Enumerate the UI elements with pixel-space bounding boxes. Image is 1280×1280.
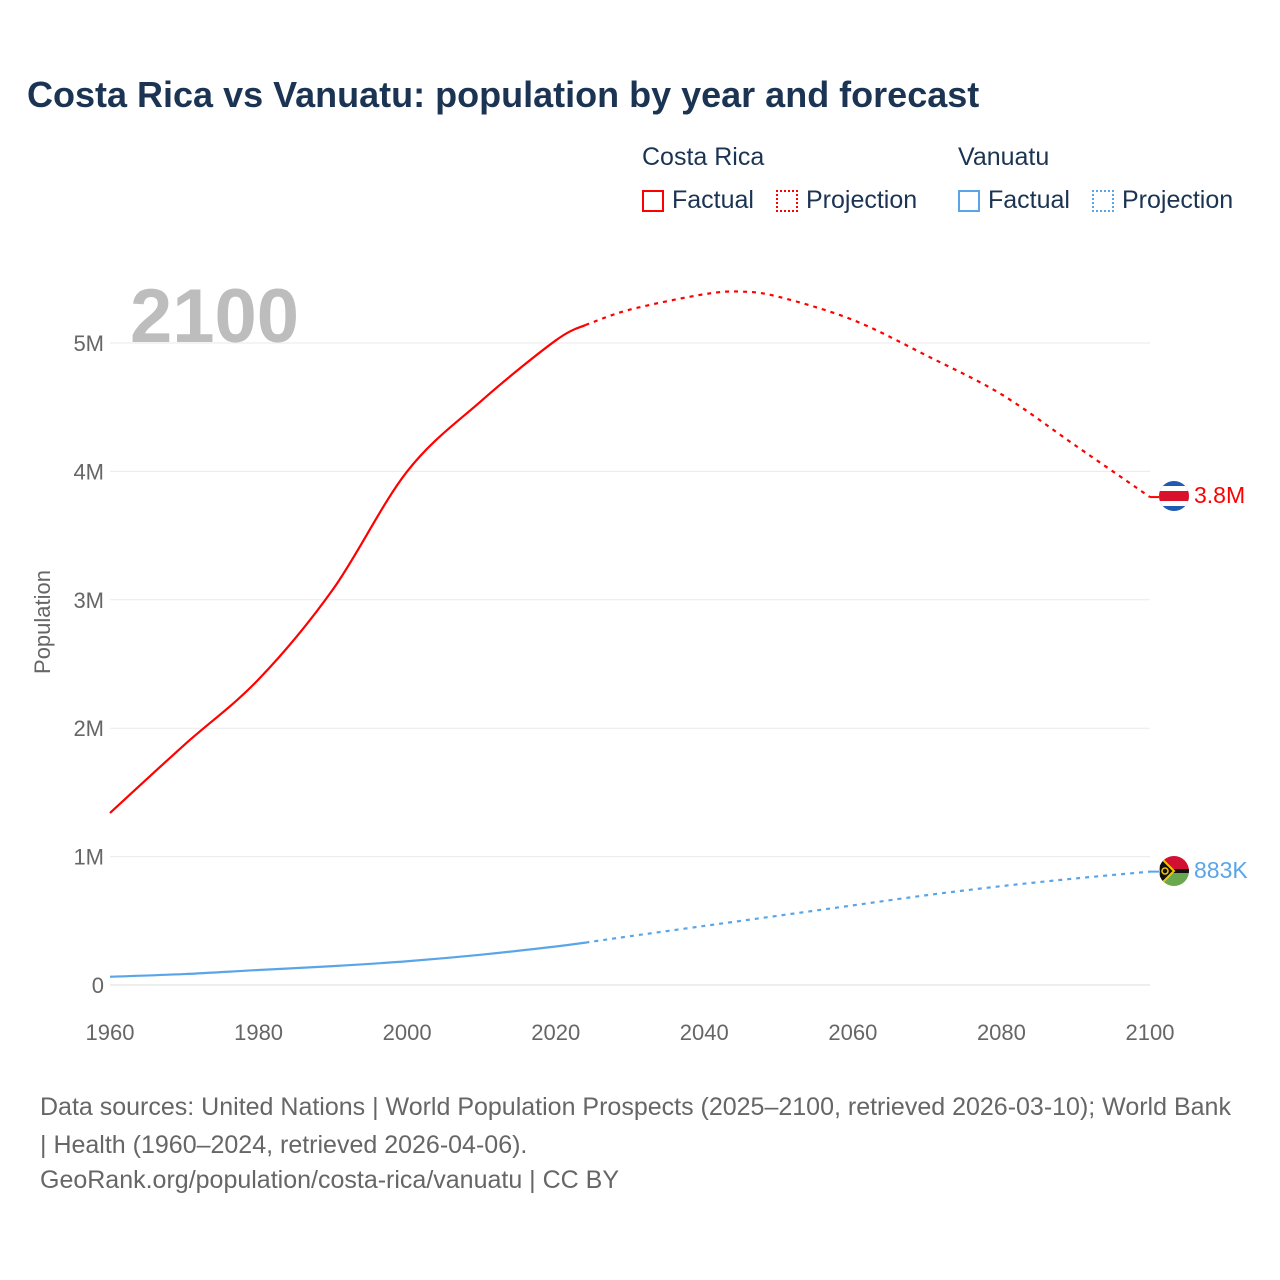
data-source-note: Data sources: United Nations | World Pop… (40, 1093, 1231, 1159)
y-tick-label: 3M (73, 588, 104, 613)
legend-label: Projection (1122, 186, 1234, 214)
x-tick-label: 1980 (234, 1020, 283, 1045)
vanuatu-end-label: 883K (1194, 857, 1248, 883)
y-axis-label: Population (30, 570, 55, 674)
costa-rica-factual-line (109, 324, 586, 814)
legend-label: Factual (672, 186, 754, 214)
x-tick-label: 2100 (1126, 1020, 1175, 1045)
legend-group-costa-rica: Costa Rica (642, 143, 765, 171)
y-tick-label: 2M (73, 716, 104, 741)
x-tick-label: 2060 (828, 1020, 877, 1045)
legend-group-vanuatu: Vanuatu (958, 143, 1050, 171)
x-tick-label: 2040 (680, 1020, 729, 1045)
x-tick-label: 2080 (977, 1020, 1026, 1045)
legend-swatch (642, 189, 664, 212)
costa-rica-end-label: 3.8M (1194, 482, 1245, 508)
costa-rica-flag-icon (1159, 481, 1189, 511)
y-tick-label: 5M (73, 331, 104, 356)
vanuatu-projection-line (585, 870, 1151, 944)
vanuatu-flag-icon (1159, 856, 1189, 886)
legend-label: Factual (988, 186, 1070, 214)
y-tick-label: 1M (73, 845, 104, 870)
y-tick-label: 0 (92, 973, 104, 998)
vanuatu-factual-line (109, 941, 586, 978)
legend-swatch (958, 189, 980, 212)
costa-rica-projection-line (585, 290, 1151, 498)
legend-cr-projection[interactable]: Projection (776, 186, 917, 215)
chart-title: Costa Rica vs Vanuatu: population by yea… (27, 74, 980, 115)
y-tick-label: 4M (73, 459, 104, 484)
legend-vu-projection[interactable]: Projection (1092, 186, 1233, 215)
legend-swatch (1092, 189, 1114, 212)
legend-label: Projection (806, 186, 918, 214)
legend-cr-factual[interactable]: Factual (642, 186, 754, 215)
x-tick-label: 2000 (383, 1020, 432, 1045)
legend-swatch (776, 189, 798, 212)
year-watermark: 2100 (130, 274, 299, 359)
legend-vu-factual[interactable]: Factual (958, 186, 1070, 215)
source-url[interactable]: GeoRank.org/population/costa-rica/vanuat… (40, 1166, 620, 1194)
x-tick-label: 2020 (531, 1020, 580, 1045)
x-tick-label: 1960 (86, 1020, 135, 1045)
